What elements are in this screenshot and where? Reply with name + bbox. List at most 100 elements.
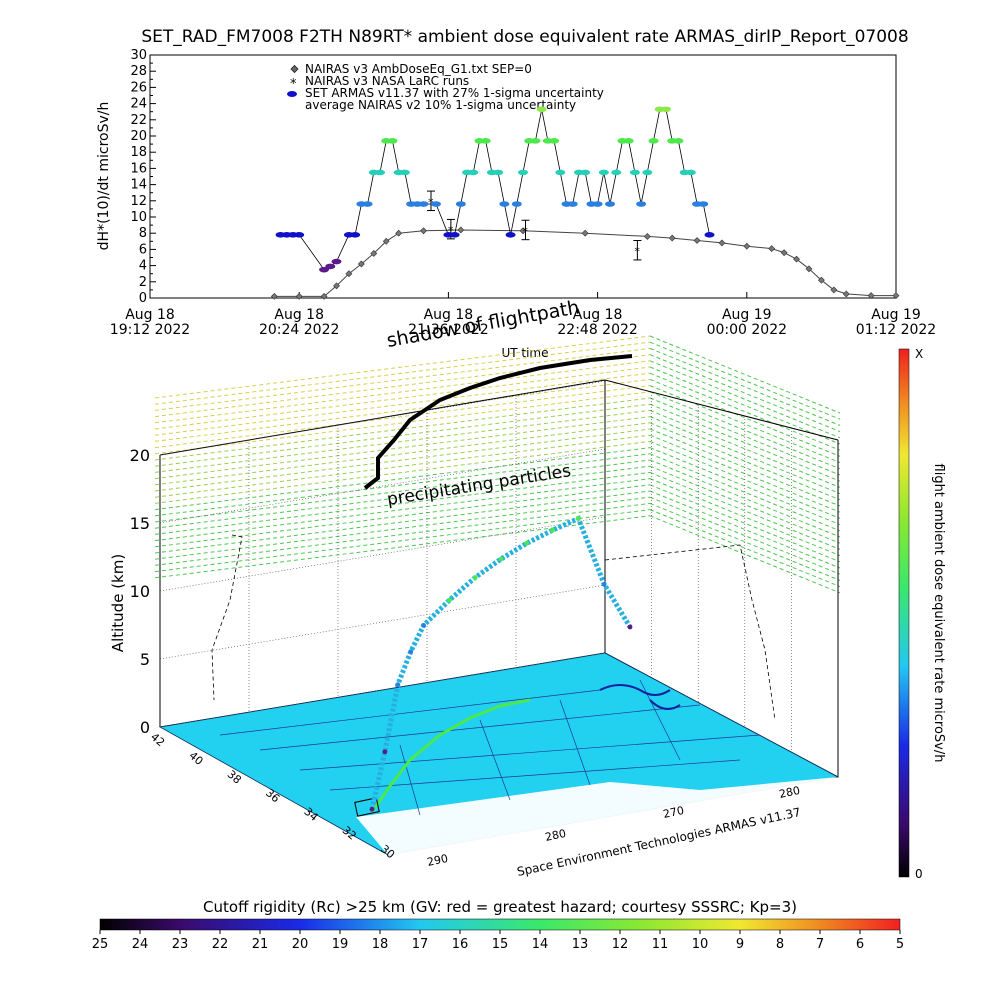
- particle-line: [649, 416, 841, 495]
- armas-point: [629, 169, 640, 176]
- top-series-layer: * * * *: [270, 106, 900, 300]
- gulf-water: [356, 777, 838, 855]
- particle-line: [649, 428, 841, 507]
- altitude-axis-label: Altitude (km): [109, 554, 127, 652]
- nairas-v3-point: [817, 276, 825, 284]
- nairas-v3-point: [519, 227, 527, 235]
- particle-planes: [154, 335, 841, 594]
- altitude-tick-label: 10: [130, 582, 150, 601]
- altitude-grid-line: [159, 516, 606, 592]
- particle-line: [154, 484, 651, 548]
- particle-line: [154, 397, 651, 461]
- y-tick-label: 4: [139, 259, 147, 274]
- y-tick-label: 0: [139, 291, 147, 306]
- particle-line: [154, 465, 651, 529]
- armas-point: [549, 138, 560, 144]
- particle-line: [649, 335, 841, 414]
- armas-point: [350, 232, 361, 238]
- particle-line: [649, 354, 841, 433]
- y-tick-label: 28: [130, 64, 147, 79]
- rigidity-tick-label: 18: [372, 937, 389, 952]
- rigidity-tick-label: 6: [856, 937, 864, 952]
- rigidity-ticks: 25 24 23 22 21 20 19 18 17 16 15 14 13 12 11 10 9 8 7 6 5: [92, 930, 904, 952]
- nairas-v3-point: [842, 290, 850, 298]
- armas-point: [611, 169, 622, 176]
- x-tick-label-line1: Aug 19: [722, 307, 772, 323]
- y-tick-label: 26: [130, 80, 147, 95]
- particle-line: [154, 515, 651, 579]
- flight-altitude-point: [498, 556, 504, 562]
- particle-line: [154, 335, 651, 399]
- nairas-v3-point: [395, 229, 403, 237]
- particle-line: [649, 465, 841, 544]
- dose-colorbar: X 0 flight ambient dose equivalent rate …: [898, 347, 946, 881]
- particle-line: [649, 502, 841, 581]
- map-floor: [158, 652, 840, 856]
- nairas-v3-point: [668, 234, 676, 242]
- shadow-flightpath-label: shadow of flightpath: [385, 296, 581, 352]
- particle-line: [154, 347, 651, 411]
- great-lakes: [599, 684, 681, 710]
- armas-point: [592, 201, 603, 207]
- state-borders: [219, 679, 761, 816]
- armas-point: [480, 138, 491, 144]
- longitude-tick-label: 280: [778, 784, 801, 801]
- rigidity-tick-label: 13: [572, 937, 589, 952]
- rigidity-tick-label: 22: [212, 937, 229, 952]
- particle-line: [649, 341, 841, 420]
- larc-point: *: [448, 224, 454, 237]
- particle-line: [154, 409, 651, 473]
- armas-point: [660, 106, 671, 113]
- particle-line: [649, 496, 841, 575]
- armas-marker-icon: [287, 91, 297, 97]
- nairas-v3-line: [274, 229, 896, 297]
- origin-marker: [354, 797, 380, 817]
- particle-line: [649, 347, 841, 426]
- flight-altitude-point: [601, 581, 607, 587]
- top-y-axis-label: dH*(10)/dt microSv/h: [96, 102, 112, 251]
- y-tick-label: 16: [130, 161, 147, 176]
- particle-line: [154, 440, 651, 504]
- armas-point: [530, 138, 541, 144]
- particle-line: [154, 453, 651, 517]
- nairas-v3-point: [295, 292, 303, 300]
- diamond-marker-icon: [290, 64, 299, 74]
- rigidity-tick-label: 23: [172, 937, 189, 952]
- nairas-v3-point: [768, 245, 776, 253]
- y-tick-label: 20: [130, 129, 147, 144]
- particle-line: [649, 360, 841, 439]
- chart-title: SET_RAD_FM7008 F2TH N89RT* ambient dose …: [141, 27, 908, 47]
- rigidity-tick-label: 14: [532, 937, 549, 952]
- x-tick-label-line1: Aug 18: [274, 307, 324, 323]
- armas-point: [598, 169, 609, 176]
- nairas-v3-point: [581, 229, 589, 237]
- armas-point: [325, 263, 336, 270]
- particle-line: [649, 447, 841, 526]
- particle-line: [154, 422, 651, 486]
- larc-point: *: [428, 196, 434, 209]
- top-x-axis-label: UT time: [501, 346, 548, 360]
- longitude-tick-label: 290: [426, 852, 449, 869]
- particle-line: [154, 502, 651, 566]
- nairas-v3-point: [643, 233, 651, 240]
- nairas-v3-point: [867, 292, 875, 299]
- x-tick-label-line2: 00:00 2022: [707, 322, 787, 338]
- y-tick-label: 24: [130, 97, 147, 112]
- particle-line: [649, 478, 841, 557]
- armas-point: [493, 169, 504, 176]
- rigidity-tick-label: 17: [412, 937, 429, 952]
- armas-point: [698, 201, 709, 207]
- nairas-v3-point: [793, 255, 800, 263]
- particle-line: [154, 496, 651, 560]
- x-tick-label-line2: 19:12 2022: [110, 322, 190, 338]
- armas-point: [418, 201, 429, 207]
- altitude-grid-line: [159, 448, 606, 524]
- particle-line: [649, 459, 841, 538]
- particle-line: [154, 378, 651, 442]
- rigidity-tick-label: 12: [612, 937, 629, 952]
- rigidity-tick-label: 16: [452, 937, 469, 952]
- particle-line: [154, 509, 651, 573]
- flight-altitude-point: [627, 624, 633, 630]
